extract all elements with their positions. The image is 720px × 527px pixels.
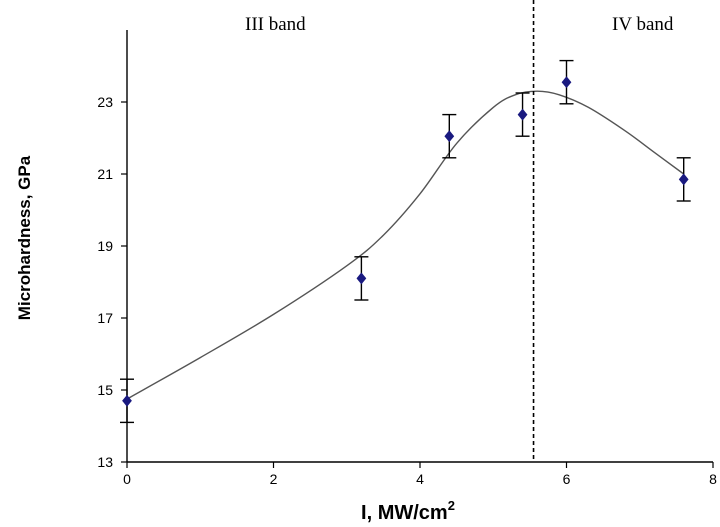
data-point <box>354 256 369 301</box>
data-points-layer <box>120 59 691 424</box>
diamond-marker <box>122 394 132 407</box>
y-tick-label: 17 <box>97 310 113 326</box>
data-point <box>559 59 574 105</box>
x-axis-title-sup: 2 <box>448 498 455 513</box>
x-tick-label: 8 <box>709 471 717 487</box>
y-axis-title: Microhardness, GPa <box>15 155 34 320</box>
diamond-marker <box>678 173 689 186</box>
x-axis-title-main: I, MW/cm <box>361 502 448 524</box>
diamond-marker <box>517 108 528 121</box>
diamond-marker <box>356 272 367 285</box>
y-tick-label: 23 <box>97 94 113 110</box>
x-tick-label: 2 <box>270 471 278 487</box>
band-label-iii: III band <box>245 14 306 35</box>
y-tick-label: 13 <box>97 454 113 470</box>
data-point <box>515 92 530 137</box>
fit-curve-layer <box>126 90 685 400</box>
data-point <box>442 113 457 159</box>
band-label-iv: IV band <box>612 14 674 35</box>
diamond-marker <box>561 76 572 89</box>
y-tick-label: 15 <box>97 382 113 398</box>
y-tick-label: 21 <box>97 166 113 182</box>
fit-curve <box>126 90 685 400</box>
ticks-layer: 13 15 17 19 21 23 0 2 4 6 8 <box>97 94 717 487</box>
y-tick-label: 19 <box>97 238 113 254</box>
data-point <box>120 378 134 424</box>
x-tick-label: 4 <box>416 471 424 487</box>
x-tick-label: 6 <box>563 471 571 487</box>
data-point <box>676 157 691 202</box>
x-axis-title: I, MW/cm2 <box>361 498 455 524</box>
diamond-marker <box>444 130 455 143</box>
x-tick-label: 0 <box>123 471 131 487</box>
axes-layer <box>126 30 713 463</box>
